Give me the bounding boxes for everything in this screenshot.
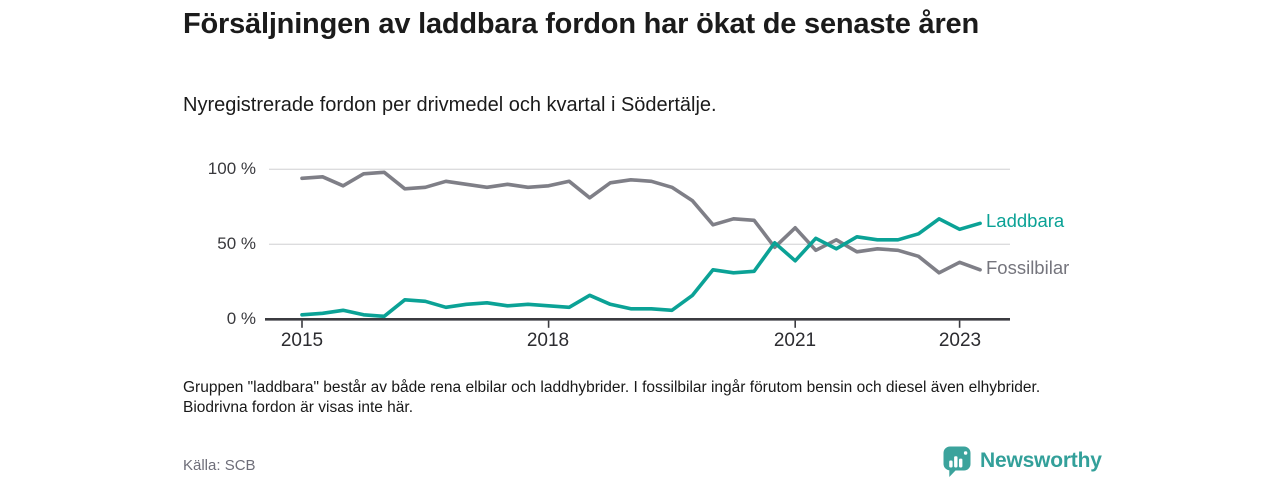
x-axis-label-2015: 2015: [280, 330, 324, 351]
line-fossilbilar: [300, 170, 982, 275]
series-label-laddbara: Laddbara: [986, 210, 1065, 231]
newsworthy-logo-text: Newsworthy: [980, 449, 1102, 472]
x-axis-label-2018: 2018: [526, 330, 570, 351]
newsworthy-logo: Newsworthy: [942, 445, 1102, 477]
x-axis-label-2023: 2023: [938, 330, 982, 351]
source-label: Källa: SCB: [183, 457, 256, 474]
y-axis-label-0: 0 %: [226, 309, 256, 328]
page-title: Försäljningen av laddbara fordon har öka…: [183, 8, 979, 40]
y-axis-label-100: 100 %: [207, 159, 256, 178]
x-axis-label-2021: 2021: [773, 330, 817, 351]
line-laddbara: [300, 217, 982, 319]
chart-subtitle: Nyregistrerade fordon per drivmedel och …: [183, 94, 717, 116]
bar-chart-bubble-icon: [943, 446, 971, 477]
y-axis-label-50: 50 %: [217, 234, 256, 253]
series-label-fossilbilar: Fossilbilar: [986, 257, 1070, 278]
chart-footnote: Gruppen "laddbara" består av både rena e…: [183, 379, 1041, 416]
